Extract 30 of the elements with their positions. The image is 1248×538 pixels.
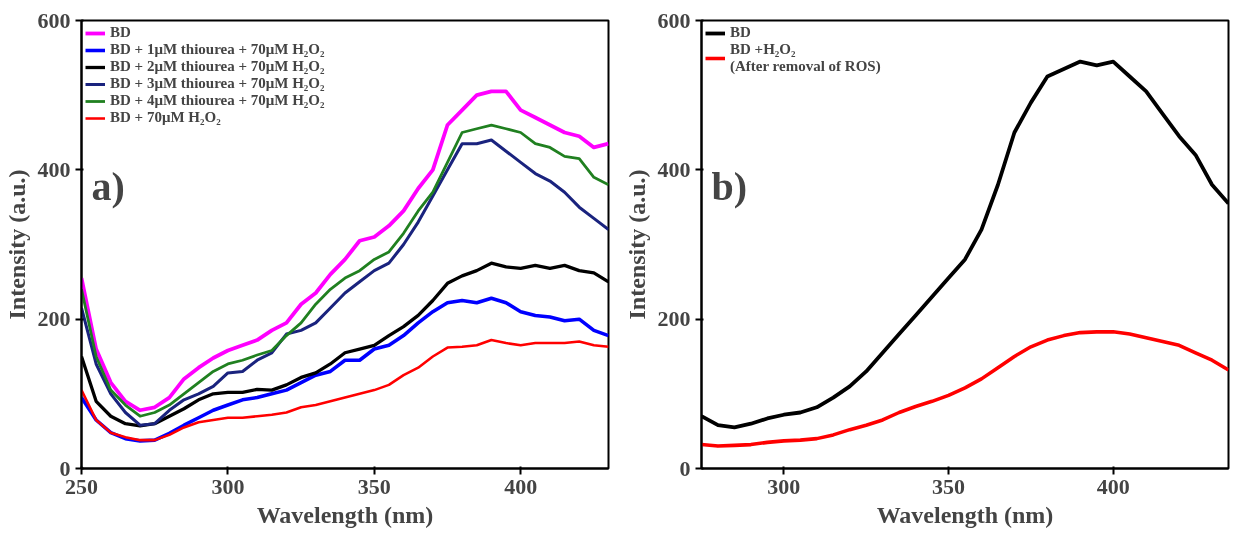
legend-label: BD + 70μM H₂O₂ bbox=[110, 109, 221, 126]
x-axis-title: Wavelength (nm) bbox=[256, 501, 434, 528]
y-tick-label: 0 bbox=[59, 455, 71, 481]
y-tick-label: 0 bbox=[679, 455, 691, 481]
x-tick-label: 350 bbox=[932, 473, 966, 499]
x-tick-label: 300 bbox=[211, 473, 245, 499]
legend-label: BD +H₂O₂ (After removal of ROS) bbox=[730, 41, 881, 75]
x-tick-label: 400 bbox=[504, 473, 538, 499]
legend-label: BD + 2μM thiourea + 70μM H₂O₂ bbox=[110, 58, 325, 75]
annotation: a) bbox=[91, 163, 125, 209]
legend-label: BD + 1μM thiourea + 70μM H₂O₂ bbox=[110, 41, 325, 58]
y-tick-label: 600 bbox=[657, 7, 691, 33]
y-axis-title: Intensity (a.u.) bbox=[3, 169, 30, 320]
y-tick-label: 400 bbox=[657, 156, 691, 182]
line-series bbox=[701, 330, 1229, 448]
line-series bbox=[81, 338, 609, 442]
x-axis-title: Wavelength (nm) bbox=[876, 501, 1054, 528]
annotation: b) bbox=[711, 163, 748, 209]
y-axis-title: Intensity (a.u.) bbox=[623, 169, 650, 320]
y-tick-label: 200 bbox=[657, 306, 691, 332]
y-tick-label: 200 bbox=[37, 306, 71, 332]
legend-label: BD + 4μM thiourea + 70μM H₂O₂ bbox=[110, 92, 325, 109]
x-tick-label: 400 bbox=[1096, 473, 1130, 499]
x-tick-label: 350 bbox=[357, 473, 391, 499]
legend-label: BD + 3μM thiourea + 70μM H₂O₂ bbox=[110, 75, 325, 92]
y-tick-label: 400 bbox=[37, 156, 71, 182]
legend-label: BD bbox=[110, 24, 131, 41]
y-tick-label: 600 bbox=[37, 7, 71, 33]
legend-label: BD bbox=[730, 24, 751, 41]
x-tick-label: 300 bbox=[767, 473, 801, 499]
